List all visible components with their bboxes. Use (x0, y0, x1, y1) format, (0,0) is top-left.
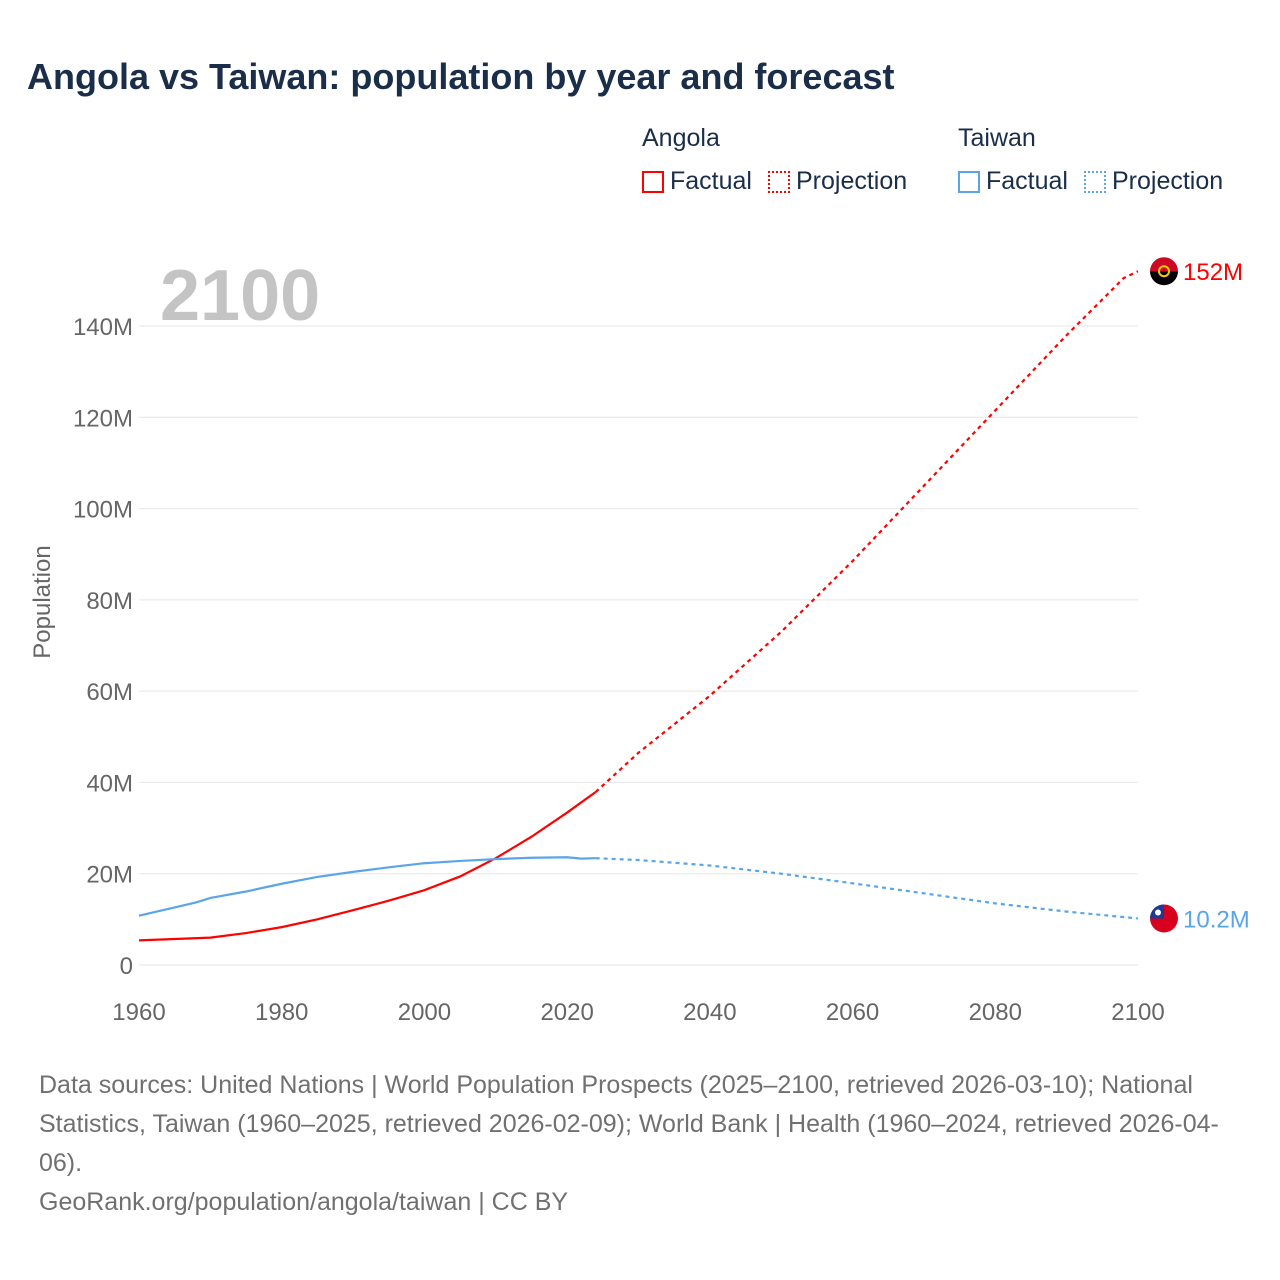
legend-angola-projection[interactable]: Projection (767, 167, 908, 196)
y-tick-label: 80M (86, 588, 133, 615)
legend-label: Factual (670, 167, 752, 195)
flag-top (1150, 257, 1178, 272)
y-tick-label: 100M (73, 497, 133, 524)
legend-label: Factual (986, 167, 1068, 195)
angola-factual-line (138, 791, 597, 942)
taiwan-flag-icon (1150, 904, 1178, 933)
x-tick-label: 2040 (683, 999, 736, 1026)
footer: Data sources: United Nations | World Pop… (39, 1066, 1249, 1222)
x-tick-label: 2080 (969, 999, 1022, 1026)
x-tick-label: 2060 (826, 999, 879, 1026)
legend-group-title: Angola (642, 124, 720, 152)
y-tick-label: 40M (86, 770, 133, 797)
flag-bottom (1150, 271, 1178, 286)
taiwan-end-label: 10.2M (1183, 906, 1250, 933)
x-tick-label: 2020 (540, 999, 593, 1026)
y-tick-label: 120M (73, 405, 133, 432)
chart-title: Angola vs Taiwan: population by year and… (27, 56, 895, 97)
angola-projection-line (594, 270, 1139, 793)
angola-flag-icon (1150, 257, 1178, 286)
x-tick-label: 2000 (398, 999, 451, 1026)
legend-taiwan-factual[interactable]: Factual (958, 167, 1068, 196)
taiwan-factual-line (138, 856, 596, 917)
y-axis-label: Population (29, 545, 56, 658)
y-tick-label: 0 (120, 953, 133, 980)
dotted-swatch-icon (1083, 170, 1106, 193)
taiwan-projection-line (595, 857, 1139, 920)
year-watermark: 2100 (160, 256, 320, 336)
legend-group-angola: Angola Factual Projection (642, 124, 907, 196)
legend-group-taiwan: Taiwan Factual Projection (958, 124, 1223, 196)
x-tick-label: 2100 (1111, 999, 1164, 1026)
chart-plot: 2100 Population 0 20M 40M 60M 80M 100M 120M 140… (29, 256, 1250, 1026)
legend-taiwan-projection[interactable]: Projection (1083, 167, 1224, 196)
data-sources: Data sources: United Nations | World Pop… (39, 1071, 1219, 1177)
legend-angola-factual[interactable]: Factual (642, 167, 752, 196)
legend-label: Projection (795, 167, 908, 195)
credit-link[interactable]: GeoRank.org/population/angola/taiwan | C… (39, 1188, 569, 1216)
x-tick-label: 1960 (112, 999, 165, 1026)
angola-end-label: 152M (1183, 259, 1243, 286)
solid-swatch-icon (642, 170, 664, 193)
y-tick-label: 140M (73, 314, 133, 341)
legend-group-title: Taiwan (958, 124, 1036, 152)
flag-sun (1155, 909, 1161, 916)
solid-swatch-icon (958, 170, 980, 193)
y-tick-label: 60M (86, 679, 133, 706)
x-tick-label: 1980 (255, 999, 308, 1026)
legend-label: Projection (1111, 167, 1224, 195)
y-tick-label: 20M (86, 862, 133, 889)
flag-emblem (1158, 265, 1170, 278)
dotted-swatch-icon (767, 170, 790, 193)
